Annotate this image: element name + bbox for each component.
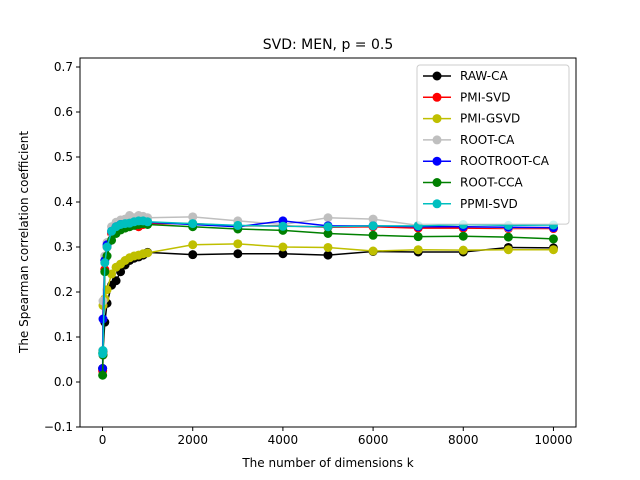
legend-label-raw-ca: RAW-CA: [460, 69, 508, 83]
data-point-root-cca: [548, 234, 558, 244]
y-tick-label: 0.3: [54, 240, 73, 254]
data-point-root-ca: [323, 213, 333, 223]
legend-marker-root-cca: [432, 178, 442, 187]
legend-marker-rootroot-ca: [432, 156, 442, 166]
data-point-pmi-gsvd: [278, 242, 288, 252]
x-tick-label: 6000: [358, 433, 389, 447]
legend-marker-pmi-svd: [432, 92, 442, 102]
x-tick-label: 4000: [268, 433, 299, 447]
data-point-ppmi-svd: [188, 219, 198, 229]
x-tick-label: 10000: [534, 433, 572, 447]
legend-label-root-cca: ROOT-CCA: [460, 176, 524, 190]
legend-label-rootroot-ca: ROOTROOT-CA: [460, 154, 550, 168]
data-point-root-cca: [413, 232, 423, 242]
data-point-root-cca: [323, 229, 333, 238]
data-point-pmi-gsvd: [503, 245, 513, 255]
data-point-root-ca: [368, 214, 378, 224]
chart-title: SVD: MEN, p = 0.5: [263, 37, 394, 53]
legend-label-ppmi-svd: PPMI-SVD: [460, 197, 518, 211]
data-point-ppmi-svd: [233, 220, 243, 230]
y-tick-label: 0.7: [54, 60, 73, 74]
data-point-ppmi-svd: [278, 221, 288, 231]
data-point-pmi-gsvd: [413, 245, 423, 255]
legend-marker-raw-ca: [432, 71, 442, 81]
legend-label-root-ca: ROOT-CA: [460, 133, 515, 147]
legend: RAW-CA PMI-SVD PMI-GSVD ROOT-CA ROOTROOT-CA R…: [416, 64, 570, 225]
data-point-pmi-gsvd: [233, 239, 243, 249]
y-axis-title: The Spearman correlation coefficient: [17, 131, 31, 354]
series-lines: [98, 211, 558, 380]
plot-frame: [79, 57, 577, 428]
x-tick-label: 2000: [177, 433, 208, 447]
data-point-raw-ca: [278, 249, 288, 259]
data-point-raw-ca: [233, 249, 243, 259]
data-point-pmi-gsvd: [143, 248, 153, 258]
y-tick-label: 0.2: [54, 285, 73, 299]
data-point-root-cca: [503, 232, 513, 242]
legend-box: [416, 64, 570, 225]
data-point-pmi-gsvd: [323, 242, 333, 252]
data-point-root-cca: [98, 370, 108, 380]
y-tick-label: 0.6: [54, 105, 73, 119]
data-point-ppmi-svd: [323, 222, 333, 232]
data-point-ppmi-svd: [98, 346, 108, 355]
legend-marker-ppmi-svd: [432, 199, 442, 209]
y-tick-label: 0.0: [54, 375, 73, 389]
y-tick-label: 0.4: [54, 195, 73, 209]
y-tick-label: 0.5: [54, 150, 73, 164]
data-point-pmi-gsvd: [188, 240, 198, 250]
data-point-raw-ca: [188, 250, 198, 260]
data-point-ppmi-svd: [368, 221, 378, 231]
data-point-root-cca: [458, 231, 468, 241]
legend-label-pmi-gsvd: PMI-GSVD: [460, 112, 520, 126]
x-tick-label: 8000: [448, 433, 479, 447]
data-point-pmi-gsvd: [368, 246, 378, 256]
data-point-raw-ca: [323, 250, 333, 260]
data-point-raw-ca: [111, 276, 121, 286]
data-point-root-ca: [188, 212, 198, 222]
y-tick-label: 0.1: [54, 330, 73, 344]
data-point-pmi-gsvd: [107, 269, 117, 279]
data-point-pmi-gsvd: [548, 245, 558, 255]
legend-marker-pmi-gsvd: [432, 114, 442, 124]
data-point-root-cca: [368, 230, 378, 240]
series-ppmi-svd: [98, 216, 558, 359]
data-point-pmi-gsvd: [458, 245, 468, 255]
legend-label-pmi-svd: PMI-SVD: [460, 90, 511, 104]
data-point-ppmi-svd: [143, 217, 153, 227]
y-tick-label: −0.1: [44, 420, 73, 434]
x-axis-title: The number of dimensions k: [241, 456, 413, 470]
x-tick-label: 0: [99, 433, 107, 447]
x-axis: 0 2000 4000 6000 8000 10000: [99, 427, 573, 447]
data-point-ppmi-svd: [102, 242, 112, 252]
y-axis: −0.1 0.0 0.1 0.2 0.3 0.4 0.5 0.6 0.7: [44, 60, 80, 434]
data-point-ppmi-svd: [100, 258, 110, 268]
legend-marker-root-ca: [432, 135, 442, 145]
